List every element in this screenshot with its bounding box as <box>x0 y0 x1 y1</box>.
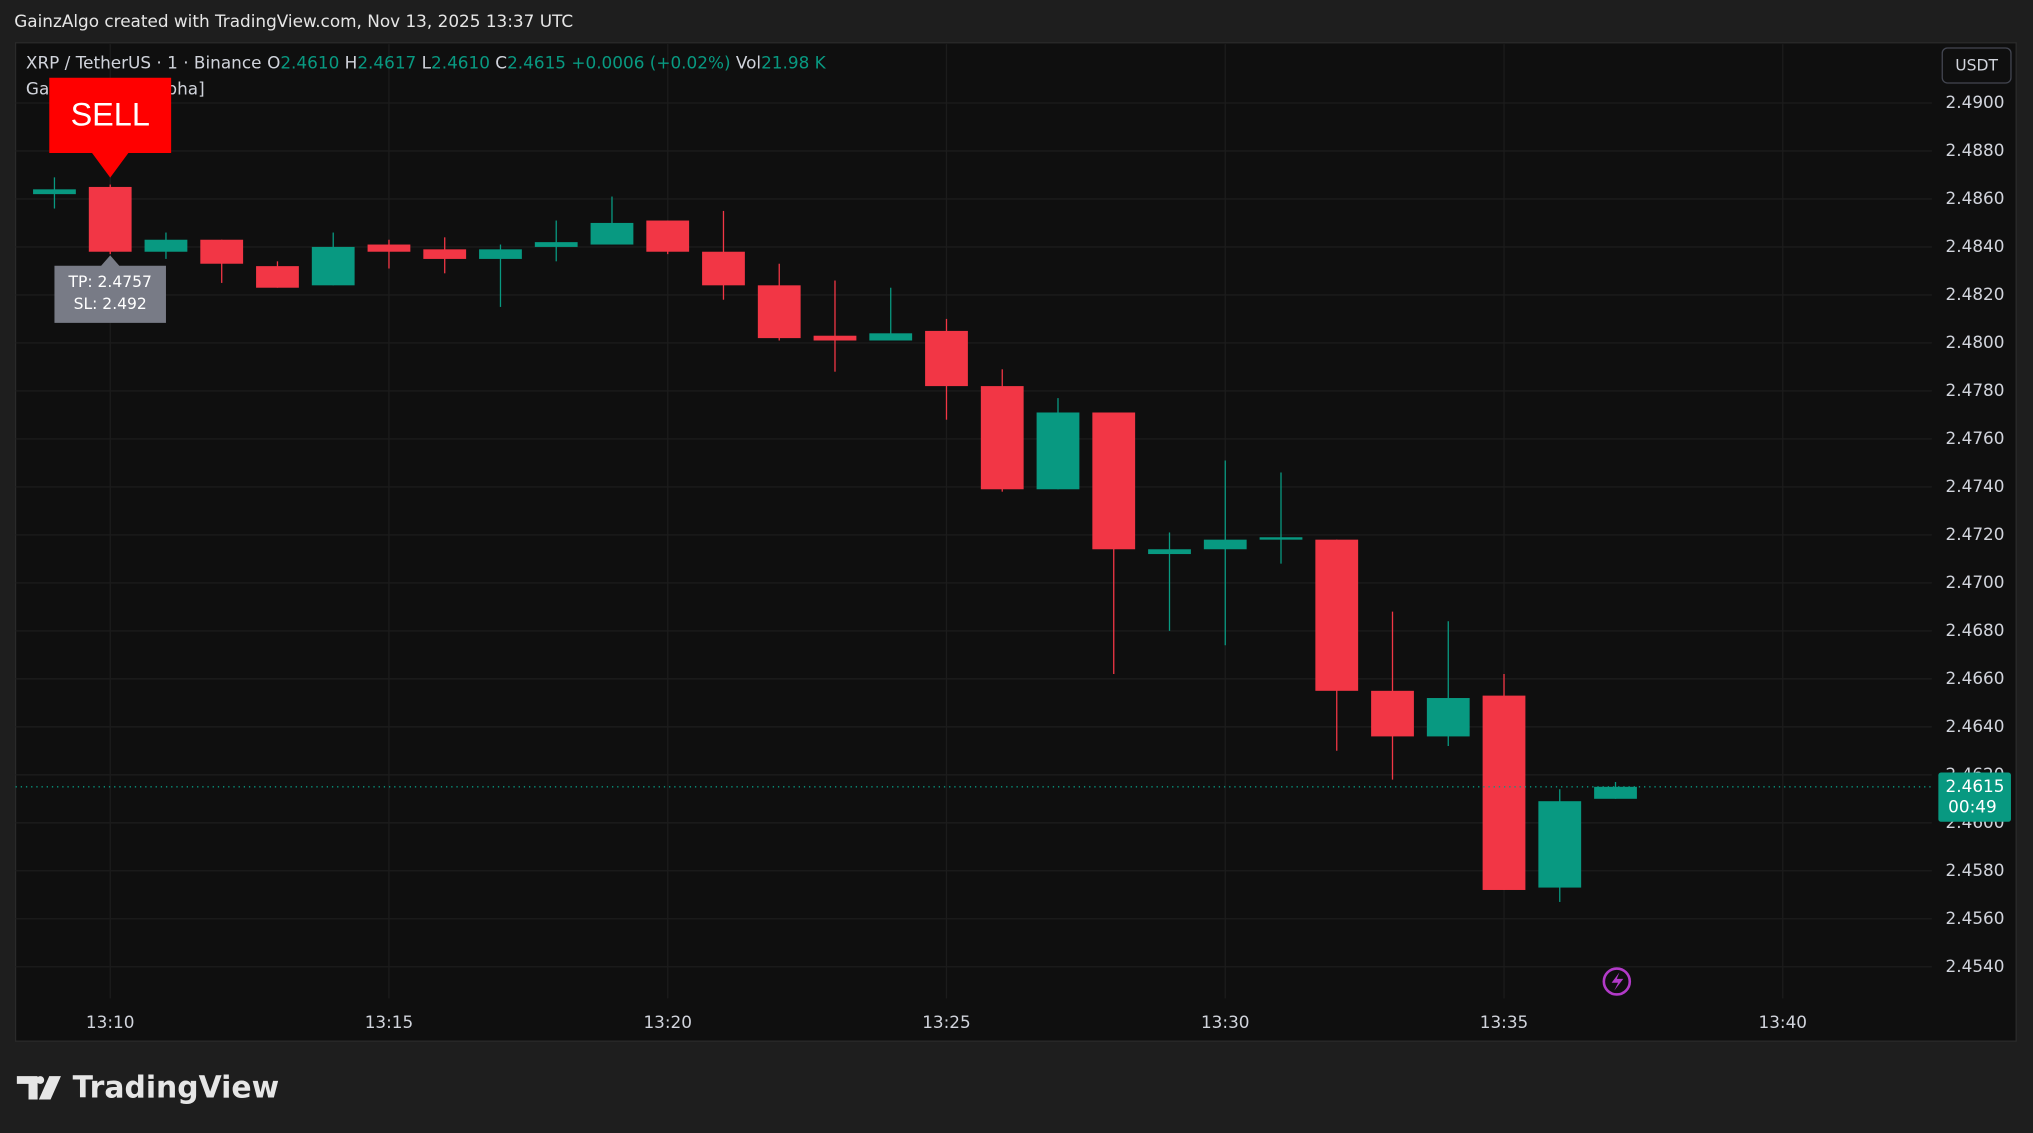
candle-body <box>1371 690 1414 737</box>
ohlc-value: 2.4617 <box>357 53 416 73</box>
candle-body <box>1203 539 1247 550</box>
candle-body <box>423 249 467 259</box>
y-tick-label: 2.4740 <box>1946 476 2005 496</box>
candle-body <box>1538 801 1582 888</box>
candle-body <box>144 239 188 252</box>
candle-body <box>646 220 690 252</box>
currency[interactable]: USDT <box>1955 57 1998 75</box>
ohlc-value: 2.4615 <box>507 53 566 73</box>
candles <box>15 177 1932 902</box>
ohlc-key: C <box>495 53 507 73</box>
y-tick-label: 2.4680 <box>1946 620 2005 640</box>
candle-body <box>869 333 913 341</box>
logo-mark <box>16 1076 61 1100</box>
tp-label: TP: 2.4757 <box>67 273 151 291</box>
y-tick-label: 2.4540 <box>1946 956 2005 976</box>
ohlc-legend: O2.4610 H2.4617 L2.4610 C2.4615 +0.0006 … <box>267 53 827 73</box>
replay-icon[interactable] <box>1602 967 1632 996</box>
y-tick-label: 2.4900 <box>1946 92 2005 112</box>
icon-circle[interactable] <box>1602 967 1632 996</box>
logo-text: TradingView <box>73 1071 280 1106</box>
ohlc-value: 2.4610 <box>431 53 490 73</box>
y-tick-label: 2.4780 <box>1946 380 2005 400</box>
volume-value: 21.98 K <box>761 53 827 73</box>
ohlc-key: H <box>345 53 358 73</box>
candle-body <box>702 251 745 286</box>
candle-body <box>980 386 1024 490</box>
candle-body <box>1315 539 1359 691</box>
y-tick-label: 2.4840 <box>1946 236 2005 256</box>
y-tick-label: 2.4760 <box>1946 428 2005 448</box>
candle-body <box>813 335 857 341</box>
sell-badge <box>49 77 172 178</box>
candle-body <box>590 222 634 245</box>
caption: GainzAlgo created with TradingView.com, … <box>14 11 573 31</box>
y-tick-label: 2.4800 <box>1946 332 2005 352</box>
x-tick-label: 13:30 <box>1201 1012 1250 1032</box>
candle-body <box>1594 786 1637 799</box>
y-tick-label: 2.4820 <box>1946 284 2005 304</box>
volume-key: Vol <box>736 53 761 73</box>
candle-body <box>925 330 968 387</box>
y-tick-label: 2.4880 <box>1946 140 2005 160</box>
x-tick-label: 13:40 <box>1758 1012 1807 1032</box>
y-tick-label: 2.4860 <box>1946 188 2005 208</box>
candle-body <box>1259 537 1303 540</box>
symbol-title: XRP / TetherUS · 1 · Binance <box>26 53 262 73</box>
x-tick-label: 13:15 <box>365 1012 414 1032</box>
countdown: 00:49 <box>1948 797 1997 817</box>
candle-body <box>1036 412 1080 490</box>
candle-body <box>33 189 76 195</box>
sell-label: SELL <box>71 96 150 132</box>
targets-box: TP: 2.4757 SL: 2.492 <box>54 255 166 323</box>
sell-signal: SELL <box>49 77 172 178</box>
change: +0.0006 (+0.02%) <box>571 53 730 73</box>
candle-body <box>534 242 578 247</box>
candle-body <box>1092 412 1136 550</box>
y-tick-label: 2.4580 <box>1946 860 2005 880</box>
candle-body <box>311 246 355 286</box>
sl-label: SL: 2.492 <box>74 295 147 313</box>
candle-body <box>479 249 522 259</box>
grid <box>15 44 1932 999</box>
targets-bg <box>54 255 166 323</box>
candle-body <box>1426 698 1470 737</box>
y-tick-label: 2.4640 <box>1946 716 2005 736</box>
y-tick-label: 2.4700 <box>1946 572 2005 592</box>
candle-body <box>88 186 132 252</box>
x-tick-label: 13:10 <box>86 1012 135 1032</box>
icon-bolt[interactable] <box>1611 972 1624 991</box>
plot-panel <box>14 42 2017 1042</box>
last-price-box <box>1938 772 2011 822</box>
last-price-label: 2.4615 <box>1946 776 2005 796</box>
logo: TradingView <box>16 1071 280 1106</box>
candle-body <box>1148 549 1191 555</box>
axes: 2.45402.45602.45802.46002.46202.46402.46… <box>86 92 2011 1032</box>
x-tick-label: 13:35 <box>1480 1012 1529 1032</box>
x-tick-label: 13:20 <box>643 1012 692 1032</box>
y-tick-label: 2.4720 <box>1946 524 2005 544</box>
candle-body <box>200 239 244 264</box>
candle-body <box>256 266 299 288</box>
y-tick-label: 2.4660 <box>1946 668 2005 688</box>
y-tick-label: 2.4560 <box>1946 908 2005 928</box>
x-tick-label: 13:25 <box>922 1012 971 1032</box>
ohlc-value: 2.4610 <box>280 53 339 73</box>
currency-button[interactable] <box>1941 47 2012 84</box>
ohlc-key: L <box>422 53 432 73</box>
ohlc-key: O <box>267 53 280 73</box>
candle-body <box>367 244 411 252</box>
candle-body <box>757 285 801 339</box>
candle-body <box>1482 695 1526 890</box>
